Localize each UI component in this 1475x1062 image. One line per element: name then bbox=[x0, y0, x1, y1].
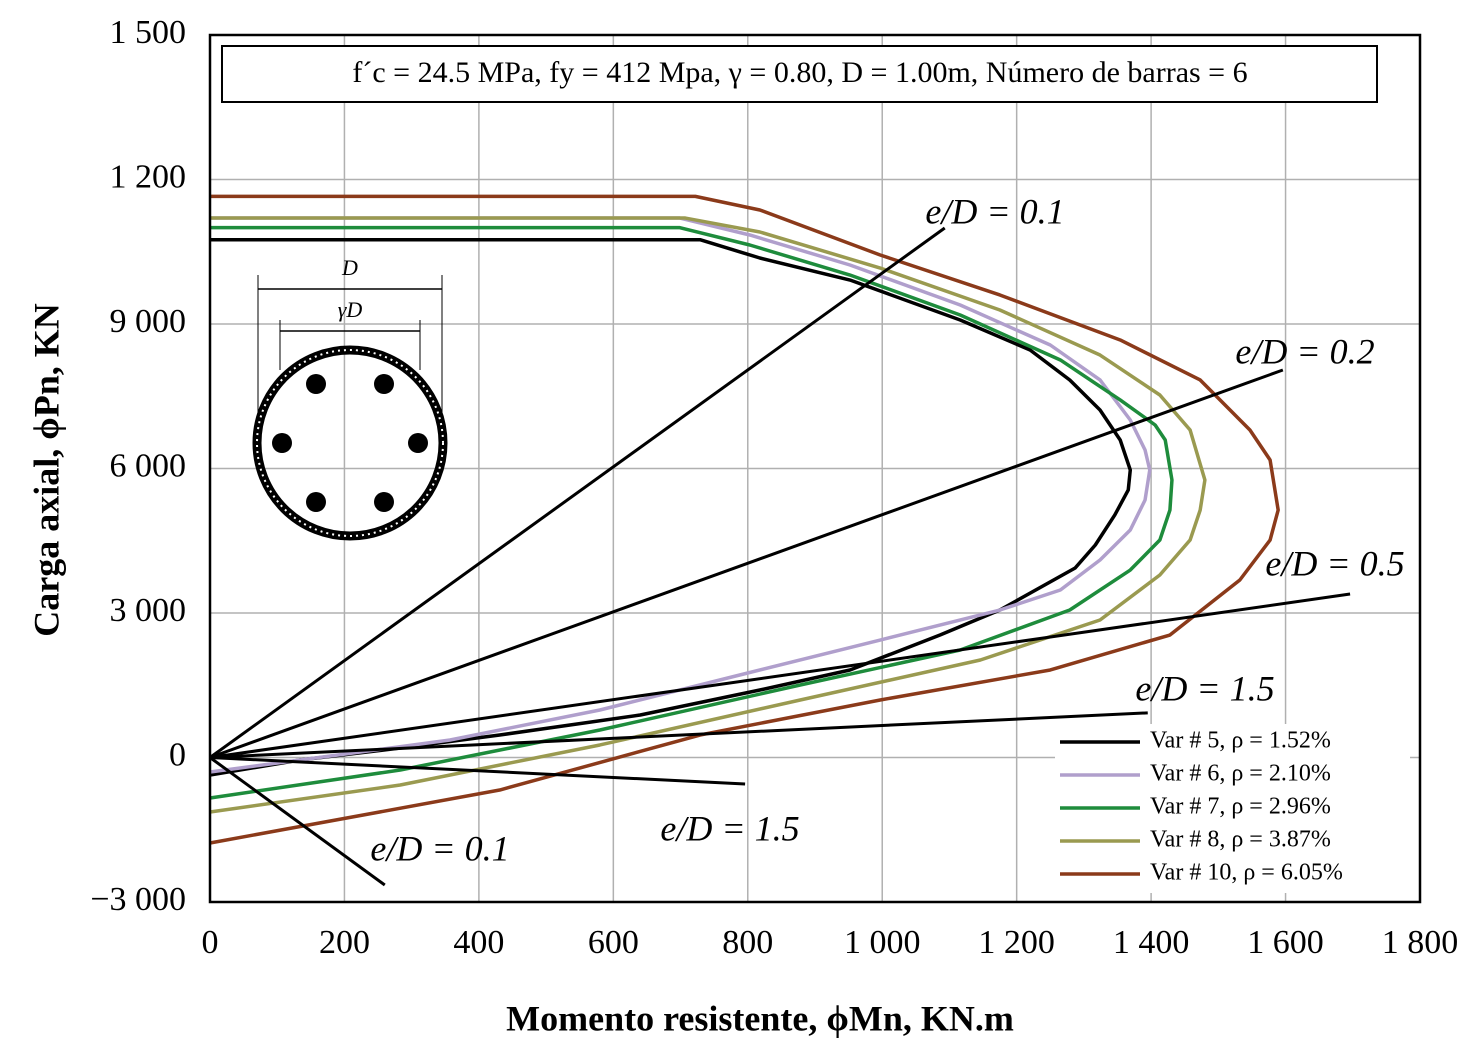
x-axis-label: Momento resistente, ϕMn, KN.m bbox=[506, 998, 1014, 1038]
marks bbox=[209, 194, 1351, 887]
y-tick-label: 1 500 bbox=[110, 14, 187, 51]
x-tick-label: 200 bbox=[319, 924, 370, 961]
rebar bbox=[272, 433, 292, 453]
legend-label: Var # 6, ρ = 2.10% bbox=[1150, 761, 1331, 787]
rebar bbox=[306, 492, 326, 512]
x-tick-label: 1 400 bbox=[1113, 924, 1190, 961]
interaction-curve bbox=[209, 216, 1207, 814]
y-tick-label: 6 000 bbox=[110, 447, 187, 484]
x-tick-label: 800 bbox=[722, 924, 773, 961]
eccentricity-line bbox=[209, 756, 386, 887]
eccentricity-label: e/D = 1.5 bbox=[660, 808, 799, 848]
rebar bbox=[374, 374, 394, 394]
eccentricity-label: e/D = 0.5 bbox=[1265, 543, 1404, 583]
plot-frame bbox=[208, 33, 1422, 904]
y-tick-label: −3 000 bbox=[90, 881, 186, 918]
interaction-curve bbox=[209, 225, 1174, 800]
eccentricity-label: e/D = 0.1 bbox=[925, 191, 1064, 231]
eccentricity-label: e/D = 0.1 bbox=[370, 828, 509, 868]
eccentricity-line bbox=[209, 711, 1148, 759]
eccentricity-label: e/D = 1.5 bbox=[1135, 668, 1274, 708]
inner-dimension-label: γD bbox=[338, 297, 363, 322]
x-tick-label: 600 bbox=[588, 924, 639, 961]
interaction-curve bbox=[209, 194, 1280, 845]
section-inset: D γD bbox=[252, 255, 448, 541]
x-tick-label: 1 800 bbox=[1382, 924, 1459, 961]
interaction-curve bbox=[209, 237, 1133, 777]
outer-dimension-label: D bbox=[341, 255, 358, 280]
y-tick-label: 1 200 bbox=[110, 158, 187, 195]
rebar bbox=[408, 433, 428, 453]
y-tick-label: 0 bbox=[169, 736, 186, 773]
x-tick-label: 400 bbox=[453, 924, 504, 961]
legend-label: Var # 8, ρ = 3.87% bbox=[1150, 827, 1331, 853]
section-hatch bbox=[256, 349, 444, 537]
rebar bbox=[306, 374, 326, 394]
rebar bbox=[374, 492, 394, 512]
legend-label: Var # 7, ρ = 2.96% bbox=[1150, 794, 1331, 820]
chart-title: f´c = 24.5 MPa, fy = 412 Mpa, γ = 0.80, … bbox=[352, 56, 1247, 89]
title-box bbox=[221, 45, 1378, 103]
legend: Var # 5, ρ = 1.52% Var # 6, ρ = 2.10% Var … bbox=[1055, 724, 1410, 893]
legend-label: Var # 10, ρ = 6.05% bbox=[1150, 860, 1343, 886]
x-tick-label: 1 600 bbox=[1247, 924, 1324, 961]
eccentricity-label: e/D = 0.2 bbox=[1235, 331, 1374, 371]
legend-label: Var # 5, ρ = 1.52% bbox=[1150, 728, 1331, 754]
y-tick-label: 9 000 bbox=[110, 303, 187, 340]
x-tick-label: 1 200 bbox=[978, 924, 1055, 961]
y-axis-label: Carga axial, ϕPn, KN bbox=[26, 303, 66, 636]
eccentricity-line bbox=[209, 368, 1284, 759]
x-tick-label: 0 bbox=[202, 924, 219, 961]
interaction-curve bbox=[209, 216, 1152, 774]
eccentricity-line bbox=[209, 592, 1351, 759]
x-tick-label: 1 000 bbox=[844, 924, 921, 961]
eccentricity-line bbox=[209, 756, 746, 786]
y-tick-label: 3 000 bbox=[110, 592, 187, 629]
eccentricity-line bbox=[209, 226, 946, 759]
